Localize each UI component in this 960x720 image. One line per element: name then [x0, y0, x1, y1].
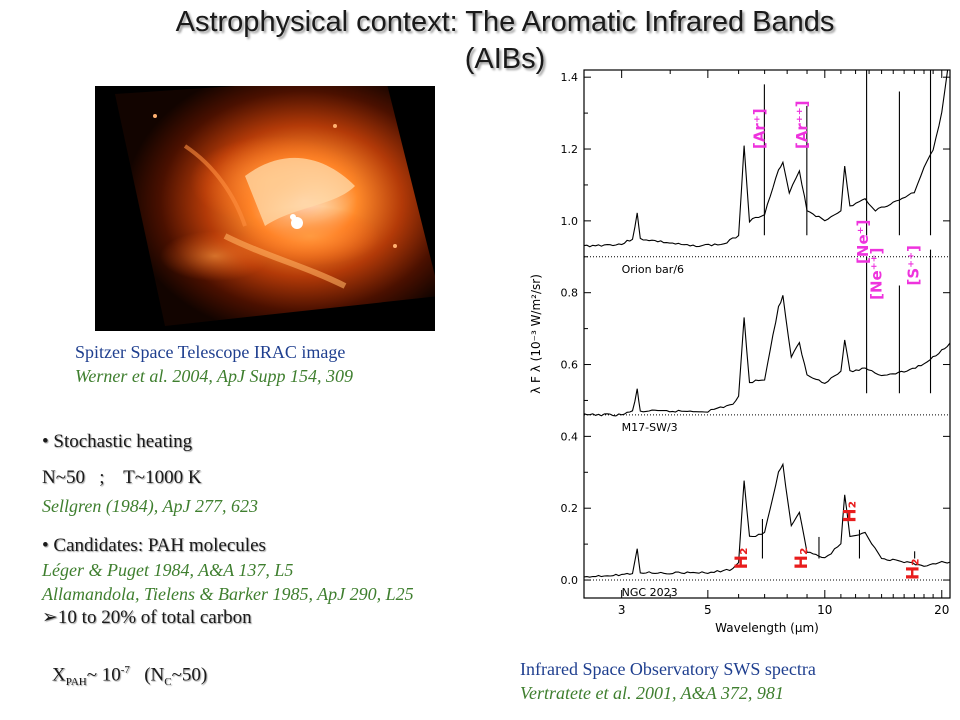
series-line	[583, 295, 951, 417]
x-tick-label: 20	[934, 603, 949, 617]
line-identification-label: [Ne⁺⁺]	[868, 248, 886, 300]
bullet-pah-candidates: • Candidates: PAH molecules	[42, 535, 266, 556]
slide-title-line2: (AIBs)	[464, 43, 546, 75]
line-identification-label: H₂	[732, 548, 752, 570]
sellgren-citation: Sellgren (1984), ApJ 277, 623	[42, 496, 258, 516]
xpah-subscript: PAH	[65, 676, 87, 689]
nc-symbol: (N	[129, 664, 165, 686]
image-caption-citation: Werner et al. 2004, ApJ Supp 154, 309	[75, 366, 353, 386]
spectra-plot: 0.0 0.2 0.4 0.6 0.8 1.0 1.2 1.4 3 5 10 20 Wavelength…	[529, 69, 951, 635]
x-axis-label: Wavelength (μm)	[715, 621, 819, 635]
line-identification-label: H₂	[792, 548, 812, 570]
y-tick-label: 0.2	[561, 502, 579, 515]
line-identification-label: [Ne⁺]	[854, 220, 872, 264]
line-identification-label: [Ar⁺⁺]	[793, 100, 811, 149]
y-tick-label: 0.4	[561, 430, 579, 443]
slide-title-line1: Astrophysical context: The Aromatic Infr…	[175, 6, 835, 38]
bullet-stochastic-heating: • Stochastic heating	[42, 431, 193, 452]
plot-frame	[583, 69, 951, 599]
irac-nebula-image	[95, 86, 435, 331]
y-tick-label: 0.6	[561, 359, 579, 372]
series-label: NGC 2023	[622, 586, 678, 599]
y-tick-label: 1.0	[561, 215, 579, 228]
y-tick-label: 1.2	[561, 143, 579, 156]
n-t-values: N~50 ; T~1000 K	[42, 467, 202, 488]
nc-value: ~50)	[171, 664, 208, 686]
series-label: M17-SW/3	[622, 421, 678, 434]
series-label: Orion bar/6	[622, 263, 684, 276]
arrow-bullet-icon: ➢	[42, 607, 58, 628]
x-tick-label: 10	[817, 603, 832, 617]
carbon-fraction-text: 10 to 20% of total carbon	[57, 607, 252, 628]
y-axis-label: λ F λ (10⁻³ W/m²/sr)	[529, 274, 543, 394]
nc-subscript: C	[164, 676, 172, 689]
image-caption-title: Spitzer Space Telescope IRAC image	[75, 342, 346, 362]
chart-caption-citation: Vertratete et al. 2001, A&A 372, 981	[520, 683, 784, 703]
xpah-value: ~ 10	[86, 664, 121, 686]
x-tick-label: 5	[704, 603, 712, 617]
series-line	[583, 69, 949, 248]
carbon-fraction: ➢10 to 20% of total carbon	[42, 606, 252, 630]
leger-citation: Léger & Puget 1984, A&A 137, L5	[42, 560, 294, 580]
nebula-picture	[95, 86, 435, 331]
chart-caption-title: Infrared Space Observatory SWS spectra	[520, 659, 816, 679]
y-tick-label: 0.0	[561, 574, 579, 587]
xpah-abundance: XPAH~ 10-7 (NC~50)	[52, 658, 207, 694]
series-line	[583, 462, 951, 578]
line-identification-label: H₂	[841, 501, 861, 523]
line-identification-label: [Ar⁺]	[751, 108, 769, 149]
iso-sws-spectra-chart: 0.0 0.2 0.4 0.6 0.8 1.0 1.2 1.4 3 5 10 20 Wavelength…	[520, 58, 960, 654]
line-identification-label: H₂	[903, 558, 923, 580]
slide-title: Astrophysical context: The Aromatic Infr…	[100, 4, 910, 78]
line-identification-label: [S⁺⁺]	[904, 245, 922, 285]
xpah-exponent: -7	[120, 664, 130, 676]
y-tick-label: 0.8	[561, 287, 579, 300]
allamandola-citation: Allamandola, Tielens & Barker 1985, ApJ …	[42, 584, 414, 604]
y-tick-label: 1.4	[561, 71, 579, 84]
x-tick-label: 3	[618, 603, 626, 617]
xpah-symbol: X	[52, 664, 66, 686]
